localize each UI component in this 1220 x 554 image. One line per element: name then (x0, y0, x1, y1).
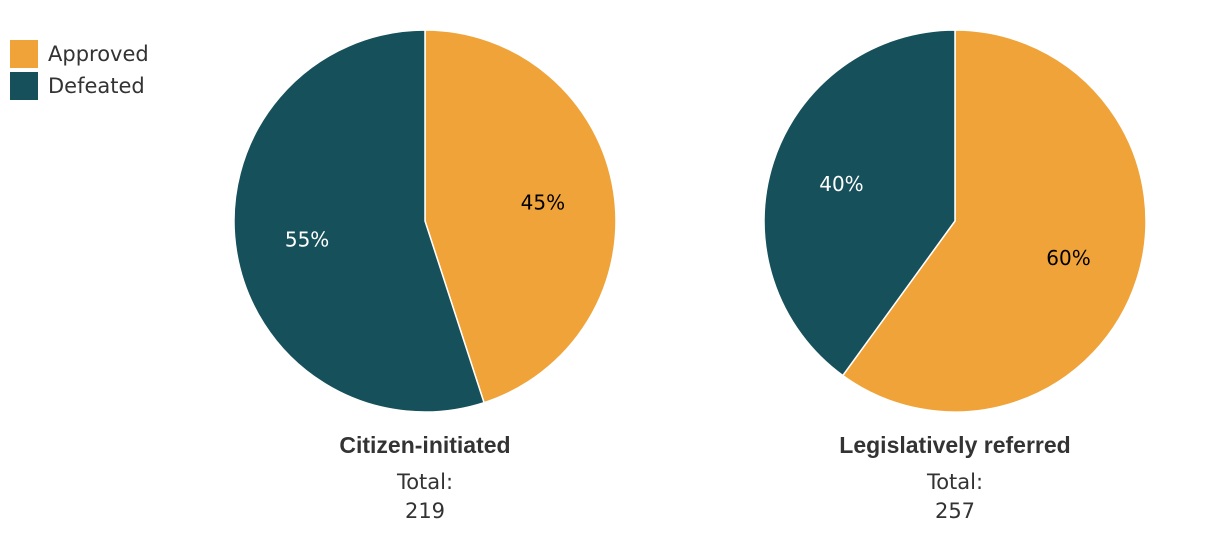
total-label: Total: (926, 470, 983, 494)
legend-label-approved: Approved (48, 42, 149, 66)
pie-legislatively-referred: 60% 40% Legislatively referred Total: 25… (763, 29, 1147, 523)
total-value: 257 (935, 499, 975, 523)
legend-swatch-approved (10, 40, 38, 68)
legend-swatch-defeated (10, 72, 38, 100)
pie-slice-approved (841, 29, 1147, 413)
pie-title: Citizen-initiated (339, 432, 510, 458)
total-label: Total: (396, 470, 453, 494)
pie-slice-approved (424, 29, 617, 404)
legend-label-defeated: Defeated (48, 74, 145, 98)
slice-label-approved: 45% (521, 190, 565, 214)
slice-label-defeated: 40% (819, 172, 863, 196)
legend-item-defeated: Defeated (10, 72, 145, 100)
legend: Approved Defeated (10, 40, 149, 100)
pie-citizen-initiated: 45% 55% Citizen-initiated Total: 219 (233, 29, 617, 523)
pie-slice-defeated (233, 29, 485, 413)
slice-label-approved: 60% (1046, 246, 1090, 270)
legend-item-approved: Approved (10, 40, 149, 68)
total-value: 219 (405, 499, 445, 523)
pie-title: Legislatively referred (839, 432, 1070, 458)
pie-slice-defeated (763, 29, 956, 377)
slice-label-defeated: 55% (285, 228, 329, 252)
